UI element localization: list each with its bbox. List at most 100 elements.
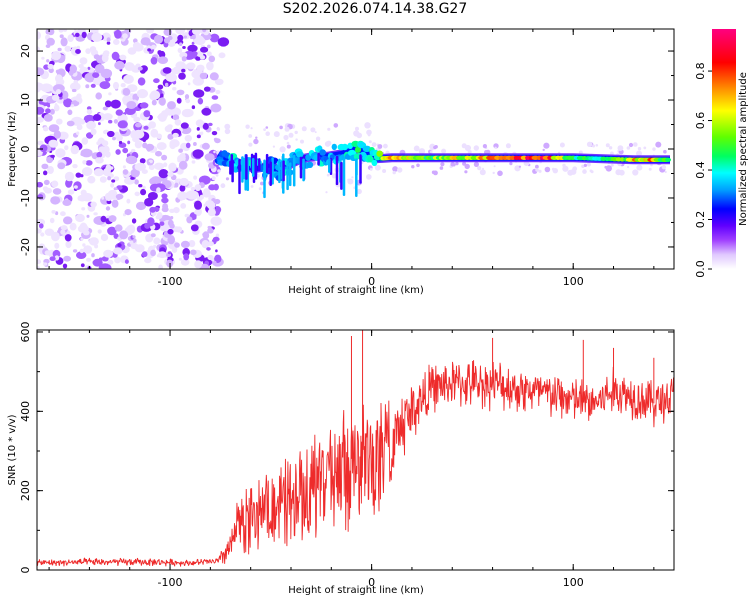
noise-blob: [201, 107, 212, 116]
noise-blob: [90, 128, 97, 135]
noise-blob: [43, 114, 53, 122]
noise-blob: [184, 94, 190, 100]
halo-dot: [284, 126, 290, 132]
noise-blob: [62, 199, 72, 207]
noise-blob: [127, 224, 136, 234]
noise-blob: [49, 256, 56, 262]
noise-blob: [79, 119, 86, 125]
noise-blob: [134, 191, 140, 197]
snr-y-axis-label: SNR (10 * v/v): [7, 414, 18, 485]
noise-blob: [105, 151, 111, 158]
noise-blob: [167, 133, 174, 140]
x-tick-label: -100: [158, 275, 183, 288]
signal-core: [319, 149, 327, 156]
noise-blob: [187, 82, 191, 86]
halo-dot: [493, 165, 496, 168]
noise-blob: [48, 124, 60, 133]
noise-blob: [163, 29, 173, 36]
noise-blob: [209, 33, 220, 43]
noise-blob: [191, 105, 196, 110]
halo-dot: [351, 176, 354, 179]
noise-blob: [132, 129, 145, 139]
noise-blob: [75, 32, 80, 38]
halo-dot: [392, 170, 396, 175]
colorbar-tick-label: 0.6: [694, 112, 707, 129]
halo-dot: [213, 150, 216, 154]
noise-blob: [43, 170, 48, 176]
snr-panel: -100 0 100 0 200 400 600 Height of straight li…: [7, 321, 675, 596]
noise-blob: [207, 44, 211, 49]
noise-blob: [67, 189, 75, 195]
noise-blob: [179, 185, 186, 192]
noise-blob: [101, 53, 109, 63]
noise-blob: [87, 66, 91, 70]
noise-blob: [158, 264, 163, 269]
noise-blob: [50, 196, 61, 205]
noise-blob: [53, 84, 65, 93]
noise-blob: [144, 222, 151, 229]
y-tick-label: -20: [19, 238, 32, 256]
noise-blob: [181, 56, 187, 62]
halo-dot: [250, 127, 253, 130]
noise-blob: [171, 67, 181, 75]
noise-blob: [37, 228, 42, 234]
halo-dot: [542, 148, 545, 152]
noise-blob: [86, 106, 92, 111]
noise-blob: [41, 56, 45, 60]
noise-blob: [100, 68, 113, 79]
noise-blob: [120, 83, 126, 88]
snr-x-axis-label: Height of straight line (km): [288, 585, 424, 596]
noise-blob: [99, 176, 107, 183]
noise-blob: [162, 67, 172, 74]
noise-blob: [62, 216, 73, 225]
noise-blob: [146, 29, 154, 34]
halo-dot: [583, 163, 588, 167]
x-tick-label: 100: [563, 275, 584, 288]
halo-dot: [397, 167, 403, 173]
noise-blob: [161, 193, 168, 199]
halo-dot: [652, 147, 656, 151]
noise-blob: [45, 250, 53, 256]
noise-blob: [203, 86, 211, 92]
noise-blob: [149, 177, 158, 185]
halo-dot: [461, 143, 467, 149]
halo-dot: [482, 144, 487, 149]
noise-blob: [202, 29, 207, 33]
halo-dot: [418, 148, 426, 155]
noise-blob: [105, 192, 113, 202]
noise-blob: [140, 37, 151, 46]
halo-dot: [364, 122, 371, 129]
noise-blob: [37, 67, 45, 77]
noise-blob: [172, 132, 179, 138]
halo-dot: [586, 141, 593, 147]
halo-dot: [368, 140, 372, 144]
noise-blob: [79, 57, 88, 65]
noise-blob: [114, 257, 120, 263]
noise-blob: [119, 54, 127, 61]
noise-blob: [145, 143, 155, 151]
halo-dot: [464, 163, 470, 170]
noise-blob: [150, 128, 159, 138]
noise-blob: [126, 101, 137, 109]
y-tick-label: 0: [19, 567, 32, 574]
noise-blob: [181, 68, 186, 73]
noise-blob: [89, 46, 97, 53]
halo-dot: [494, 146, 497, 149]
noise-blob: [172, 114, 180, 121]
noise-blob: [127, 140, 131, 145]
halo-dot: [310, 127, 316, 133]
noise-blob: [192, 149, 204, 159]
halo-dot: [632, 169, 639, 176]
noise-blob: [153, 78, 160, 84]
noise-blob: [195, 119, 204, 127]
noise-blob: [115, 134, 123, 142]
noise-blob: [193, 142, 197, 146]
noise-blob: [130, 243, 139, 250]
noise-blob: [69, 82, 81, 91]
noise-blob: [161, 197, 169, 204]
noise-blob: [181, 180, 187, 186]
noise-blob: [76, 131, 80, 136]
halo-dot: [661, 165, 667, 170]
noise-blob: [51, 210, 56, 214]
halo-dot: [294, 130, 298, 135]
